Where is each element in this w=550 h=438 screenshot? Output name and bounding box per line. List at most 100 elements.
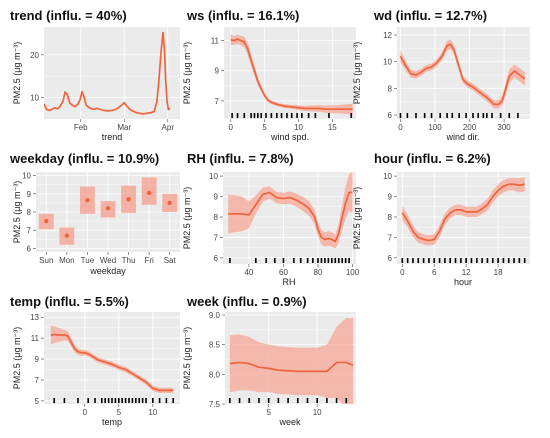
x-tick-label: 0 <box>83 408 88 417</box>
x-axis-label: temp <box>102 417 122 427</box>
panel-title: trend (influ. = 40%) <box>10 8 127 23</box>
y-axis-label: PM2.5 (μg m⁻³) <box>352 42 362 104</box>
plot-area <box>38 177 178 245</box>
y-tick-label: 9 <box>35 355 40 364</box>
series-line <box>44 31 171 115</box>
y-tick-label: 6 <box>388 254 393 263</box>
x-tick-label: Sat <box>164 256 177 265</box>
x-tick-label: 5 <box>117 408 122 417</box>
x-tick-label: Apr <box>162 123 175 132</box>
x-tick-label: 10 <box>313 408 322 417</box>
point-Tue <box>85 197 90 203</box>
y-tick-label: 8 <box>388 213 393 222</box>
plot-background <box>44 27 180 119</box>
x-tick-label: 10 <box>148 408 157 417</box>
y-tick-label: 11 <box>31 334 40 343</box>
x-tick-label: 0 <box>400 268 405 277</box>
point-Sun <box>44 218 49 224</box>
panel-title: hour (influ. = 6.2%) <box>374 151 491 166</box>
y-tick-label: 11 <box>211 37 220 46</box>
x-tick-label: Tue <box>81 256 95 265</box>
x-tick-label: 12 <box>462 268 471 277</box>
panel-ws: ws (influ. = 16.1%) 7 9 11 0 5 10 15 wind spd. <box>186 8 356 142</box>
x-axis-label: hour <box>454 277 472 287</box>
x-tick-label: 100 <box>346 268 360 277</box>
panel-weekday: weekday (influ. = 10.9%) 6 7 8 9 10 Sun Mon Tue W… <box>9 151 180 276</box>
x-tick-label: 10 <box>294 123 303 132</box>
plot-area <box>44 31 171 115</box>
y-tick-label: 9 <box>27 190 32 199</box>
x-axis-label: trend <box>102 132 123 142</box>
confidence-band <box>50 325 174 394</box>
point-Fri <box>146 190 152 196</box>
y-tick-label: 5 <box>35 397 40 406</box>
y-axis-label: PM2.5 (μg m⁻³) <box>352 187 362 249</box>
y-tick-label: 6 <box>27 244 32 253</box>
x-axis-label: wind dir. <box>445 132 479 142</box>
x-tick-label: 0 <box>229 123 234 132</box>
series-line <box>229 361 354 373</box>
y-tick-label: 7 <box>35 376 40 385</box>
panel-title: week (influ. = 0.9%) <box>186 294 307 309</box>
x-tick-label: 80 <box>314 268 323 277</box>
point-Thu <box>126 197 131 202</box>
x-tick-label: 60 <box>279 268 288 277</box>
panel-week: week (influ. = 0.9%) 7.5 8.0 8.5 9.0 5 10 week <box>186 294 356 427</box>
y-tick-label: 6 <box>388 111 393 120</box>
y-axis-label: PM2.5 (μg m⁻³) <box>12 42 22 104</box>
y-tick-label: 13 <box>30 313 39 322</box>
y-tick-label: 9 <box>214 193 219 202</box>
x-tick-label: 0 <box>398 123 403 132</box>
series-line <box>228 191 353 243</box>
y-tick-label: 8.5 <box>209 341 221 350</box>
panel-title: wd (influ. = 12.7%) <box>373 8 487 23</box>
y-tick-label: 9 <box>215 67 220 76</box>
y-tick-label: 9 <box>388 193 393 202</box>
y-tick-label: 10 <box>209 172 218 181</box>
x-tick-label: Feb <box>74 123 88 132</box>
y-tick-label: 7 <box>27 226 32 235</box>
panel-title: weekday (influ. = 10.9%) <box>9 151 159 166</box>
panel-title: RH (influ. = 7.8%) <box>187 151 294 166</box>
y-tick-label: 8 <box>388 84 393 93</box>
y-tick-label: 12 <box>383 31 392 40</box>
y-tick-label: 10 <box>383 172 392 181</box>
series-line <box>230 38 353 111</box>
x-tick-label: Wed <box>100 256 116 265</box>
y-tick-label: 6 <box>214 254 219 263</box>
x-axis-label: weekday <box>89 266 126 276</box>
x-tick-label: Mon <box>59 256 75 265</box>
confidence-band <box>229 317 354 404</box>
plot-area <box>50 325 174 403</box>
y-axis-label: PM2.5 (μg m⁻³) <box>12 327 22 389</box>
y-axis-label: PM2.5 (μg m⁻³) <box>182 327 192 389</box>
x-tick-label: Fri <box>144 256 154 265</box>
x-tick-label: 40 <box>244 268 253 277</box>
x-axis-label: week <box>278 417 301 427</box>
y-tick-label: 7.5 <box>209 400 221 409</box>
series-line <box>399 43 526 106</box>
y-tick-label: 7 <box>388 233 393 242</box>
plot-area <box>399 39 526 118</box>
x-tick-label: Mar <box>117 123 131 132</box>
panel-RH: RH (influ. = 7.8%) 6 7 8 9 10 40 60 80 100 RH <box>187 151 360 287</box>
x-tick-label: 18 <box>494 268 503 277</box>
x-axis-label: RH <box>283 277 296 287</box>
series-line <box>401 183 525 242</box>
panel-title: temp (influ. = 5.5%) <box>10 294 129 309</box>
y-tick-label: 8.0 <box>209 370 221 379</box>
y-tick-label: 7 <box>214 233 219 242</box>
point-Mon <box>64 233 70 238</box>
series-line <box>50 333 174 392</box>
x-tick-label: Sun <box>39 256 53 265</box>
plot-area <box>229 317 354 404</box>
y-tick-label: 10 <box>30 94 39 103</box>
panel-temp: temp (influ. = 5.5%) 5 7 9 11 13 0 5 10 temp <box>10 294 180 427</box>
plot-area <box>228 172 353 263</box>
y-tick-label: 7 <box>215 97 220 106</box>
x-axis-label: wind spd. <box>270 132 309 142</box>
x-tick-label: 6 <box>432 268 437 277</box>
y-axis-label: PM2.5 (μg m⁻³) <box>182 187 192 249</box>
